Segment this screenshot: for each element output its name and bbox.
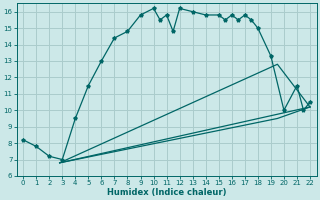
X-axis label: Humidex (Indice chaleur): Humidex (Indice chaleur): [107, 188, 226, 197]
